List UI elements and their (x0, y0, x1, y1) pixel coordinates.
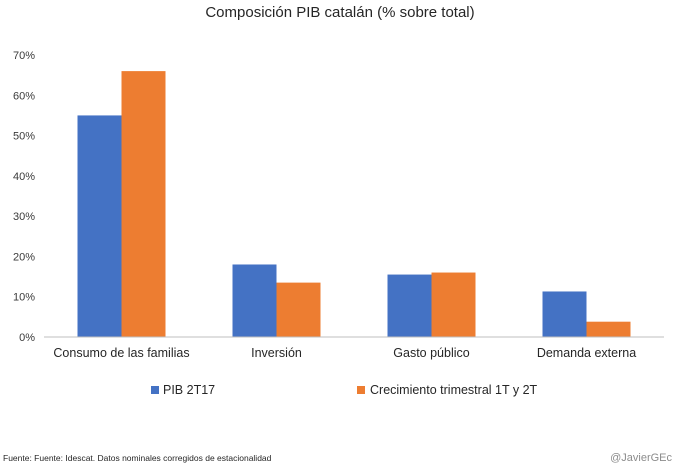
bar-pib-2t17-3 (542, 291, 587, 337)
x-category-label: Gasto público (393, 346, 469, 360)
y-axis-ticks: 0% 10% 20% 30% 40% 50% 60% 70% (13, 50, 35, 344)
y-tick-label: 0% (19, 332, 35, 344)
x-category-label: Demanda externa (537, 346, 636, 360)
legend: PIB 2T17 Crecimiento trimestral 1T y 2T (151, 383, 538, 397)
y-tick-label: 30% (13, 211, 35, 223)
y-tick-label: 40% (13, 171, 35, 183)
y-tick-label: 70% (13, 50, 35, 62)
bars (77, 71, 631, 337)
bar-crecimiento-0 (121, 71, 166, 337)
author-credit: @JavierGEc (610, 452, 672, 464)
x-axis-labels: Consumo de las familias Inversión Gasto pú… (53, 346, 636, 360)
legend-label-0: PIB 2T17 (163, 383, 215, 397)
source-note: Fuente: Fuente: Idescat. Datos nominales… (3, 453, 272, 463)
bar-pib-2t17-1 (232, 264, 277, 337)
y-tick-label: 20% (13, 251, 35, 263)
chart-title: Composición PIB catalán (% sobre total) (205, 4, 474, 21)
legend-swatch-1 (357, 386, 365, 394)
bar-crecimiento-1 (276, 282, 321, 337)
bar-crecimiento-2 (431, 272, 476, 337)
y-tick-label: 10% (13, 292, 35, 304)
y-tick-label: 60% (13, 90, 35, 102)
bar-crecimiento-3 (586, 321, 631, 337)
bar-pib-2t17-2 (387, 274, 432, 337)
x-category-label: Consumo de las familias (53, 346, 189, 360)
legend-label-1: Crecimiento trimestral 1T y 2T (370, 383, 538, 397)
y-tick-label: 50% (13, 131, 35, 143)
bar-pib-2t17-0 (77, 115, 122, 337)
x-category-label: Inversión (251, 346, 302, 360)
legend-swatch-0 (151, 386, 159, 394)
